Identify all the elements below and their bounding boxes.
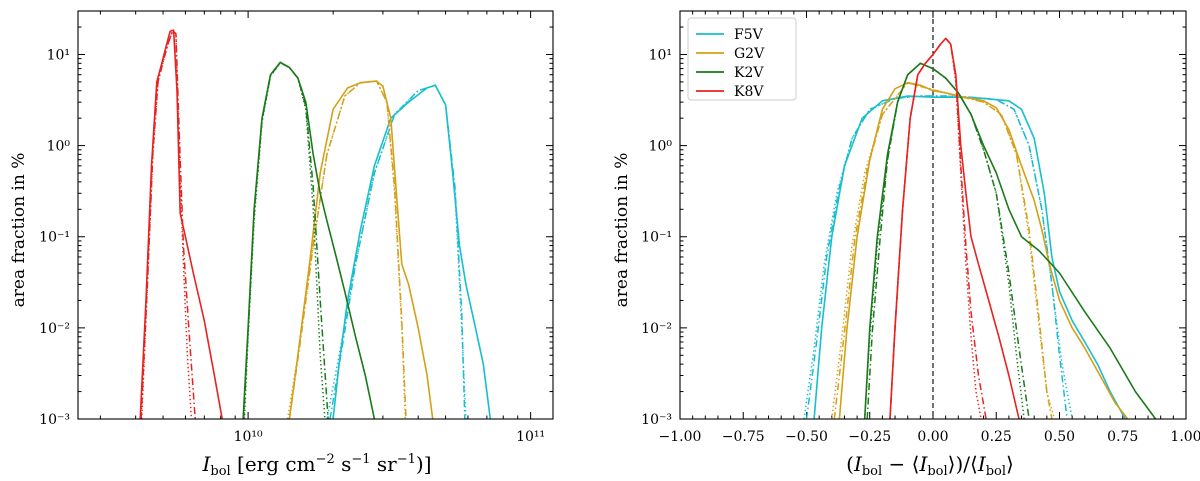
series-g2v-solid: [838, 81, 1129, 419]
series-k8v-dotted: [140, 30, 193, 419]
y-tick-label: 10⁰: [649, 139, 673, 155]
series-f5v-dotted: [803, 95, 1073, 419]
x-tick-label: 0.25: [981, 429, 1012, 445]
series-k2v-dashdot: [866, 62, 1030, 419]
right-panel: area fraction in % (Ibol − ⟨Ibol⟩)/⟨Ibol…: [612, 10, 1200, 479]
y-tick-label: 10⁻¹: [641, 230, 672, 246]
series-f5v-dashdot: [805, 95, 1068, 419]
legend-box: [687, 17, 797, 101]
y-tick-label: 10⁰: [47, 139, 71, 155]
legend-label-g2v: G2V: [734, 46, 765, 62]
series-f5v-dashdot: [329, 84, 466, 419]
series-k8v-dashdot: [140, 30, 196, 419]
series-k8v-dotted: [889, 37, 982, 419]
y-tick-label: 10⁻²: [641, 321, 672, 337]
legend-label-k8v: K8V: [734, 84, 764, 100]
axes-frame: [77, 10, 554, 420]
legend-label-f5v: F5V: [734, 27, 764, 43]
y-tick-label: 10¹: [649, 47, 672, 63]
series-k8v-solid: [139, 29, 223, 419]
left-panel: area fraction in % Ibol [erg cm−2 s−1 sr…: [9, 10, 554, 479]
series-k2v-solid: [242, 61, 376, 419]
x-tick-label: 0.00: [917, 429, 948, 445]
series-k8v-dashdot: [889, 37, 987, 419]
x-tick-label: −0.75: [722, 429, 765, 445]
left-xlabel: Ibol [erg cm−2 s−1 sr−1)]: [201, 452, 431, 479]
series-g2v-dashdot: [288, 80, 407, 419]
series-f5v-solid: [332, 84, 492, 419]
right-xlabel: (Ibol − ⟨Ibol⟩)/⟨Ibol⟩: [846, 452, 1014, 479]
legend: F5V G2V K2V K8V: [687, 17, 797, 101]
left-ylabel: area fraction in %: [9, 153, 29, 308]
x-tick-label: 0.50: [1044, 429, 1075, 445]
x-tick-label: 1.00: [1170, 429, 1200, 445]
x-tick-label: 10¹⁰: [234, 429, 263, 445]
x-tick-label: −0.50: [785, 429, 828, 445]
x-tick-label: 10¹¹: [516, 429, 545, 445]
series-g2v-dotted: [831, 81, 1056, 419]
series-k2v-dotted: [863, 62, 1025, 419]
series-k2v-solid: [863, 62, 1157, 419]
y-tick-label: 10⁻³: [641, 412, 672, 428]
x-tick-label: −1.00: [659, 429, 702, 445]
series-f5v-solid: [813, 95, 1126, 419]
y-tick-label: 10¹: [47, 47, 70, 63]
x-tick-label: 0.75: [1107, 429, 1138, 445]
series-k2v-dashdot: [242, 62, 329, 419]
x-tick-label: −0.25: [848, 429, 891, 445]
axes-frame: [679, 10, 1187, 420]
y-tick-label: 10⁻³: [39, 412, 70, 428]
series-f5v-dotted: [326, 84, 467, 419]
right-ylabel: area fraction in %: [612, 153, 632, 308]
legend-label-k2v: K2V: [734, 65, 764, 81]
series-g2v-solid: [288, 80, 434, 419]
series-g2v-dashdot: [833, 81, 1053, 419]
y-tick-label: 10⁻²: [39, 321, 70, 337]
series-g2v-dotted: [286, 80, 407, 419]
y-tick-label: 10⁻¹: [39, 230, 70, 246]
